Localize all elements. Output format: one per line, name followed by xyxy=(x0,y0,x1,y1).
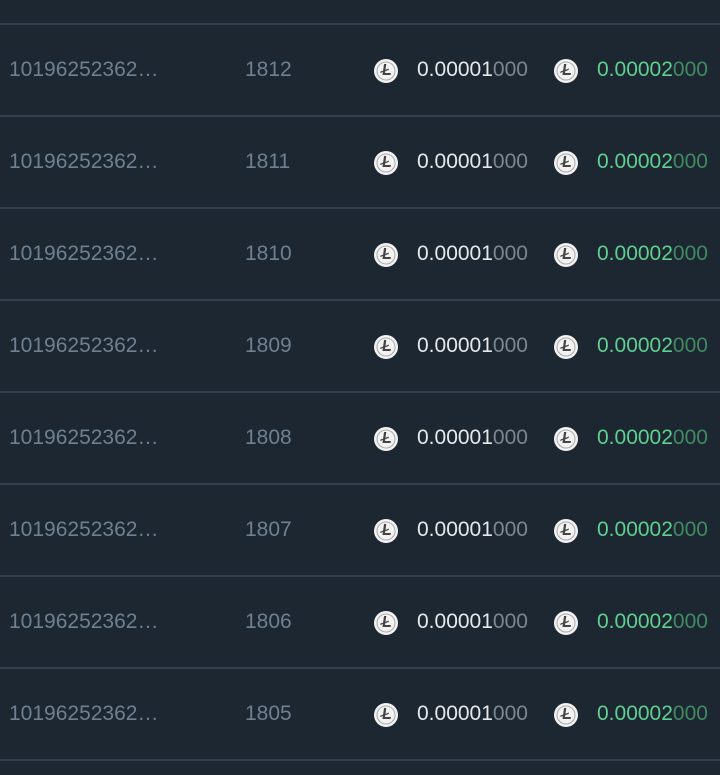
fee-value-significant: 0.00001 xyxy=(417,242,493,265)
fee-value-trailing: 000 xyxy=(492,334,528,357)
block-number: 1811 xyxy=(245,150,291,173)
amount-value-significant: 0.00002 xyxy=(597,518,673,541)
transaction-list: 10196252362… 1812 0.00001000 0.00002000 … xyxy=(0,23,720,761)
amount-value: 0.00002000 xyxy=(597,577,708,667)
fee-value-significant: 0.00001 xyxy=(417,426,493,449)
amount-value-significant: 0.00002 xyxy=(597,702,673,725)
fee-value-trailing: 000 xyxy=(492,426,528,449)
transaction-row[interactable]: 10196252362… 1812 0.00001000 0.00002000 xyxy=(0,23,720,115)
litecoin-icon xyxy=(374,703,398,727)
amount-value-trailing: 000 xyxy=(672,150,708,173)
fee-value-trailing: 000 xyxy=(492,150,528,173)
fee-value-significant: 0.00001 xyxy=(417,150,493,173)
fee-value: 0.00001000 xyxy=(417,669,528,759)
fee-value-trailing: 000 xyxy=(492,518,528,541)
amount-value: 0.00002000 xyxy=(597,25,708,115)
amount-value: 0.00002000 xyxy=(597,301,708,391)
fee-value-trailing: 000 xyxy=(492,610,528,633)
litecoin-icon xyxy=(374,59,398,83)
amount-value-trailing: 000 xyxy=(672,242,708,265)
litecoin-icon xyxy=(554,611,578,635)
block-number: 1808 xyxy=(245,426,292,449)
litecoin-icon xyxy=(554,59,578,83)
transaction-hash[interactable]: 10196252362… xyxy=(9,426,159,449)
fee-value: 0.00001000 xyxy=(417,209,528,299)
amount-value-significant: 0.00002 xyxy=(597,58,673,81)
litecoin-icon xyxy=(374,611,398,635)
transaction-row[interactable]: 10196252362… 1808 0.00001000 0.00002000 xyxy=(0,391,720,483)
amount-value-significant: 0.00002 xyxy=(597,426,673,449)
block-number: 1806 xyxy=(245,610,292,633)
transaction-row[interactable]: 10196252362… 1809 0.00001000 0.00002000 xyxy=(0,299,720,391)
transaction-row[interactable]: 10196252362… 1806 0.00001000 0.00002000 xyxy=(0,575,720,667)
block-number: 1812 xyxy=(245,58,292,81)
litecoin-icon xyxy=(374,335,398,359)
transaction-row[interactable]: 10196252362… 1805 0.00001000 0.00002000 xyxy=(0,667,720,761)
fee-value: 0.00001000 xyxy=(417,117,528,207)
transaction-row[interactable]: 10196252362… 1811 0.00001000 0.00002000 xyxy=(0,115,720,207)
fee-value: 0.00001000 xyxy=(417,393,528,483)
litecoin-icon xyxy=(554,427,578,451)
amount-value: 0.00002000 xyxy=(597,209,708,299)
block-number: 1805 xyxy=(245,702,292,725)
litecoin-icon xyxy=(554,151,578,175)
transaction-hash[interactable]: 10196252362… xyxy=(9,58,159,81)
litecoin-icon xyxy=(374,519,398,543)
fee-value: 0.00001000 xyxy=(417,577,528,667)
fee-value-significant: 0.00001 xyxy=(417,518,493,541)
amount-value-trailing: 000 xyxy=(672,58,708,81)
litecoin-icon xyxy=(554,243,578,267)
litecoin-icon xyxy=(374,243,398,267)
amount-value-significant: 0.00002 xyxy=(597,242,673,265)
block-number: 1809 xyxy=(245,334,292,357)
litecoin-icon xyxy=(554,519,578,543)
litecoin-icon xyxy=(554,703,578,727)
transaction-row[interactable]: 10196252362… 1807 0.00001000 0.00002000 xyxy=(0,483,720,575)
transaction-hash[interactable]: 10196252362… xyxy=(9,150,159,173)
fee-value-significant: 0.00001 xyxy=(417,610,493,633)
fee-value: 0.00001000 xyxy=(417,25,528,115)
litecoin-icon xyxy=(554,335,578,359)
block-number: 1807 xyxy=(245,518,292,541)
amount-value: 0.00002000 xyxy=(597,393,708,483)
amount-value: 0.00002000 xyxy=(597,117,708,207)
fee-value: 0.00001000 xyxy=(417,485,528,575)
transaction-hash[interactable]: 10196252362… xyxy=(9,702,159,725)
amount-value: 0.00002000 xyxy=(597,485,708,575)
fee-value-trailing: 000 xyxy=(492,702,528,725)
fee-value-trailing: 000 xyxy=(492,58,528,81)
amount-value-significant: 0.00002 xyxy=(597,334,673,357)
transaction-row[interactable]: 10196252362… 1810 0.00001000 0.00002000 xyxy=(0,207,720,299)
amount-value-trailing: 000 xyxy=(672,426,708,449)
fee-value: 0.00001000 xyxy=(417,301,528,391)
transaction-hash[interactable]: 10196252362… xyxy=(9,518,159,541)
litecoin-icon xyxy=(374,427,398,451)
transaction-hash[interactable]: 10196252362… xyxy=(9,610,159,633)
fee-value-significant: 0.00001 xyxy=(417,702,493,725)
fee-value-trailing: 000 xyxy=(492,242,528,265)
transaction-hash[interactable]: 10196252362… xyxy=(9,242,159,265)
amount-value-significant: 0.00002 xyxy=(597,610,673,633)
fee-value-significant: 0.00001 xyxy=(417,334,493,357)
amount-value-significant: 0.00002 xyxy=(597,150,673,173)
amount-value-trailing: 000 xyxy=(672,334,708,357)
amount-value-trailing: 000 xyxy=(672,702,708,725)
amount-value: 0.00002000 xyxy=(597,669,708,759)
amount-value-trailing: 000 xyxy=(672,610,708,633)
amount-value-trailing: 000 xyxy=(672,518,708,541)
transaction-hash[interactable]: 10196252362… xyxy=(9,334,159,357)
fee-value-significant: 0.00001 xyxy=(417,58,493,81)
block-number: 1810 xyxy=(245,242,292,265)
litecoin-icon xyxy=(374,151,398,175)
